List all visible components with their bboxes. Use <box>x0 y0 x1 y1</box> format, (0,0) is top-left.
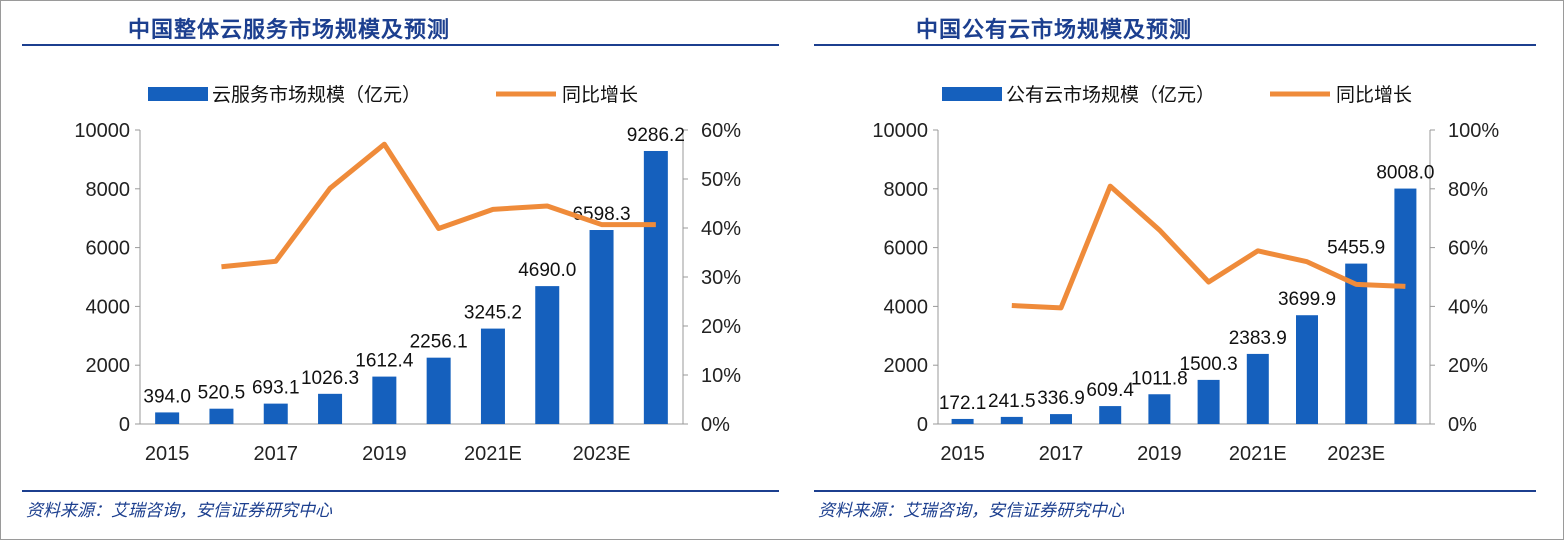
y2-tick-label: 60% <box>1448 238 1488 260</box>
y2-tick-label: 80% <box>1448 179 1488 201</box>
bar <box>1246 353 1269 424</box>
bar-data-label: 1500.3 <box>1180 354 1238 375</box>
legend-line-label: 同比增长 <box>562 84 638 106</box>
bar <box>1197 379 1220 424</box>
x-tick-label: 2021E <box>464 443 522 465</box>
y2-tick-label: 50% <box>701 169 741 191</box>
x-tick-label: 2019 <box>1137 443 1182 465</box>
bar <box>589 230 614 424</box>
bar <box>480 328 505 424</box>
bar <box>1000 416 1023 424</box>
x-tick-label: 2023E <box>1327 443 1385 465</box>
bar-data-label: 1612.4 <box>355 351 414 372</box>
bar-data-label: 609.4 <box>1086 380 1134 401</box>
x-tick-label: 2023E <box>573 443 631 465</box>
bar <box>426 357 451 424</box>
bar-data-label: 520.5 <box>198 383 246 404</box>
bar <box>263 403 288 424</box>
y-tick-label: 0 <box>917 414 928 436</box>
bar-data-label: 336.9 <box>1037 388 1085 409</box>
bar-data-label: 394.0 <box>143 386 191 407</box>
footer-rule <box>814 490 1536 492</box>
y-tick-label: 8000 <box>86 179 131 201</box>
bar-data-label: 8008.0 <box>1376 163 1434 184</box>
chart-panel-public-cloud: 中国公有云市场规模及预测 0 2000 4000 6000 8000 10000 0% 20%… <box>790 0 1564 540</box>
growth-line <box>221 141 656 270</box>
bar-data-label: 1026.3 <box>301 368 359 389</box>
legend-bar-label: 云服务市场规模（亿元） <box>212 84 421 106</box>
bar <box>1296 315 1318 424</box>
bar-data-label: 172.1 <box>939 393 987 414</box>
bar <box>951 418 974 424</box>
x-tick-label: 2019 <box>362 443 407 465</box>
chart-panel-cloud-services: 中国整体云服务市场规模及预测 0 2000 4000 6000 8000 10000 0% 1… <box>0 0 780 540</box>
bar-data-label: 4690.0 <box>518 260 576 281</box>
title-rule <box>22 44 779 46</box>
y-tick-label: 2000 <box>86 355 131 377</box>
growth-line <box>1011 183 1406 311</box>
bar <box>372 376 397 424</box>
y-tick-label: 2000 <box>884 355 929 377</box>
y-tick-label: 4000 <box>884 296 929 318</box>
bar <box>209 408 234 424</box>
x-tick-label: 2017 <box>1039 443 1084 465</box>
chart-canvas: 0 2000 4000 6000 8000 10000 0% 10% 20% 30% 40% 50% 6… <box>74 84 741 465</box>
bar <box>1050 414 1072 424</box>
bar-data-label: 2383.9 <box>1229 328 1287 349</box>
bar-data-label: 1011.8 <box>1131 368 1188 389</box>
bar <box>1148 394 1171 424</box>
y2-tick-label: 40% <box>1448 296 1488 318</box>
bar <box>1394 188 1417 424</box>
bar <box>643 150 668 424</box>
bar-data-label: 3245.2 <box>464 303 522 324</box>
y2-tick-label: 100% <box>1448 120 1499 142</box>
y-tick-label: 8000 <box>884 179 929 201</box>
source-note: 资料来源：艾瑞咨询，安信证券研究中心 <box>26 501 332 521</box>
bar-data-label: 2256.1 <box>410 332 468 353</box>
y2-tick-label: 30% <box>701 267 741 289</box>
bar-data-label: 3699.9 <box>1278 289 1336 310</box>
y-tick-label: 10000 <box>872 120 928 142</box>
bar <box>318 393 343 424</box>
bar <box>1099 406 1122 424</box>
bar <box>1345 263 1368 424</box>
y-tick-label: 0 <box>119 414 130 436</box>
y-tick-label: 6000 <box>884 238 929 260</box>
chart-title: 中国公有云市场规模及预测 <box>916 17 1193 43</box>
bar-data-label: 9286.2 <box>627 125 685 146</box>
bar-data-label: 241.5 <box>988 391 1036 412</box>
y2-tick-label: 60% <box>701 120 741 142</box>
footer-rule <box>22 490 779 492</box>
y-tick-label: 4000 <box>86 296 131 318</box>
chart-canvas: 0 2000 4000 6000 8000 10000 0% 20% 40% 60% 80% 100%… <box>872 84 1499 465</box>
x-tick-label: 2015 <box>940 443 985 465</box>
bar <box>535 286 560 424</box>
legend-bar-swatch <box>942 87 1002 101</box>
x-tick-label: 2021E <box>1229 443 1287 465</box>
legend-bar-swatch <box>148 87 208 101</box>
bar-data-label: 693.1 <box>252 378 300 399</box>
x-tick-label: 2015 <box>145 443 190 465</box>
bar-data-label: 6598.3 <box>572 204 630 225</box>
y2-tick-label: 40% <box>701 218 741 240</box>
y-tick-label: 6000 <box>86 238 131 260</box>
legend-line-label: 同比增长 <box>1336 84 1412 106</box>
y2-tick-label: 20% <box>701 316 741 338</box>
y2-tick-label: 10% <box>701 365 741 387</box>
legend-bar-label: 公有云市场规模（亿元） <box>1006 84 1215 106</box>
y2-tick-label: 20% <box>1448 355 1488 377</box>
bar <box>155 412 180 424</box>
y2-tick-label: 0% <box>701 414 730 436</box>
title-rule <box>814 44 1536 46</box>
bar-data-label: 5455.9 <box>1327 238 1385 259</box>
chart-title: 中国整体云服务市场规模及预测 <box>128 17 451 43</box>
x-tick-label: 2017 <box>254 443 299 465</box>
y2-tick-label: 0% <box>1448 414 1477 436</box>
y-tick-label: 10000 <box>74 120 130 142</box>
source-note: 资料来源：艾瑞咨询，安信证券研究中心 <box>818 501 1124 521</box>
